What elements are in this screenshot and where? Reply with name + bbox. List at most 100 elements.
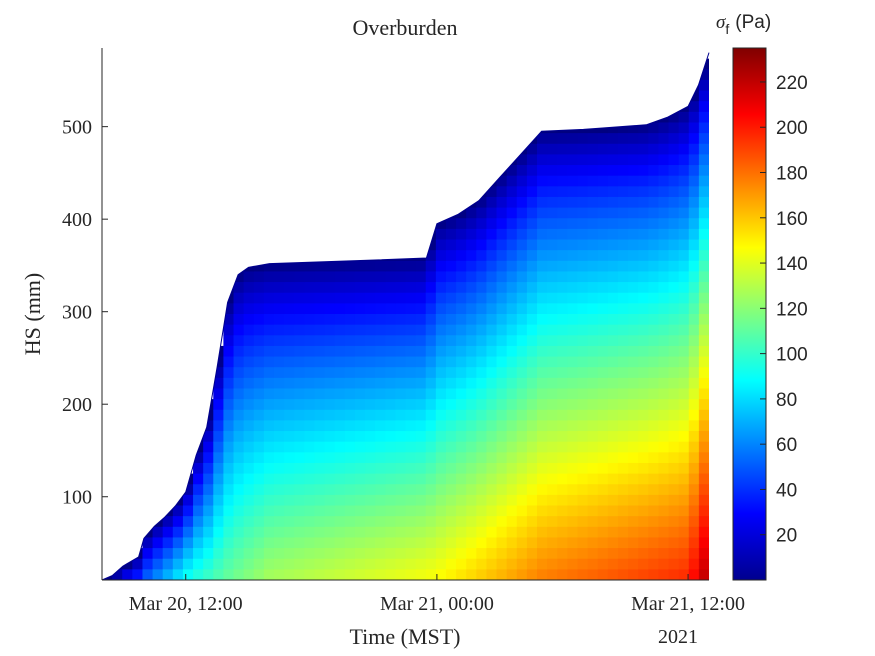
heatmap-cell bbox=[456, 494, 467, 507]
heatmap-cell bbox=[607, 175, 619, 187]
heatmap-cell bbox=[678, 367, 690, 379]
heatmap-cell bbox=[648, 303, 660, 315]
heatmap-cell bbox=[698, 548, 709, 560]
heatmap-cell bbox=[506, 494, 518, 507]
heatmap-cell bbox=[648, 260, 660, 273]
heatmap-cell bbox=[567, 196, 579, 209]
heatmap-cell bbox=[425, 409, 437, 421]
heatmap-cell bbox=[395, 548, 407, 560]
heatmap-cell bbox=[486, 494, 498, 507]
heatmap-cell bbox=[597, 345, 609, 358]
heatmap-cell bbox=[648, 505, 660, 517]
heatmap-cell bbox=[486, 569, 498, 581]
heatmap-cell bbox=[415, 558, 427, 570]
heatmap-cell bbox=[243, 558, 255, 570]
heatmap-cell bbox=[617, 133, 629, 145]
heatmap-cell bbox=[354, 282, 366, 294]
heatmap-cell bbox=[698, 101, 709, 113]
heatmap-cell bbox=[526, 569, 538, 581]
heatmap-cell bbox=[445, 228, 457, 241]
heatmap-cell bbox=[425, 335, 437, 347]
heatmap-cell bbox=[496, 548, 508, 560]
heatmap-cell bbox=[385, 409, 396, 421]
heatmap-cell bbox=[547, 367, 558, 379]
heatmap-cell bbox=[445, 388, 457, 400]
heatmap-cell bbox=[314, 260, 326, 273]
heatmap-cell bbox=[203, 558, 214, 570]
heatmap-cell bbox=[223, 367, 235, 379]
heatmap-cell bbox=[557, 484, 568, 496]
heatmap-cell bbox=[395, 431, 407, 443]
heatmap-cell bbox=[456, 484, 467, 496]
heatmap-cell bbox=[395, 399, 407, 411]
heatmap-cell bbox=[698, 569, 709, 581]
heatmap-cell bbox=[668, 484, 680, 496]
heatmap-cell bbox=[658, 473, 670, 485]
heatmap-cell bbox=[496, 196, 508, 209]
heatmap-cell bbox=[193, 548, 204, 560]
heatmap-cell bbox=[435, 260, 447, 273]
heatmap-cell bbox=[668, 218, 680, 230]
heatmap-cell bbox=[557, 282, 568, 294]
heatmap-cell bbox=[344, 356, 356, 368]
heatmap-cell bbox=[466, 462, 477, 475]
heatmap-cell bbox=[466, 356, 477, 368]
heatmap-cell bbox=[142, 537, 154, 549]
heatmap-cell bbox=[253, 441, 265, 453]
heatmap-cell bbox=[385, 292, 396, 304]
heatmap-cell bbox=[587, 516, 599, 528]
heatmap-cell bbox=[628, 133, 639, 145]
heatmap-cell bbox=[526, 154, 538, 166]
heatmap-cell bbox=[506, 271, 518, 283]
heatmap-cell bbox=[213, 420, 224, 432]
heatmap-cell bbox=[547, 207, 558, 219]
heatmap-cell bbox=[628, 165, 639, 177]
heatmap-cell bbox=[486, 558, 498, 570]
heatmap-cell bbox=[587, 196, 599, 209]
heatmap-cell bbox=[365, 558, 376, 570]
heatmap-cell bbox=[253, 292, 265, 304]
heatmap-cell bbox=[233, 271, 245, 283]
heatmap-cell bbox=[496, 473, 508, 485]
heatmap-cell bbox=[162, 526, 174, 539]
heatmap-cell bbox=[648, 356, 660, 368]
heatmap-cell bbox=[415, 388, 427, 400]
heatmap-cell bbox=[445, 303, 457, 315]
heatmap-cell bbox=[213, 431, 224, 443]
heatmap-cell bbox=[324, 462, 336, 475]
heatmap-cell bbox=[648, 409, 660, 421]
heatmap-cell bbox=[314, 409, 326, 421]
heatmap-cell bbox=[375, 324, 386, 336]
heatmap-cell bbox=[344, 441, 356, 453]
heatmap-cell bbox=[557, 250, 568, 262]
heatmap-cell bbox=[284, 516, 295, 528]
heatmap-cell bbox=[304, 441, 316, 453]
heatmap-cell bbox=[344, 314, 356, 326]
heatmap-cell bbox=[628, 367, 639, 379]
heatmap-cell bbox=[658, 569, 670, 581]
heatmap-cell bbox=[506, 324, 518, 336]
heatmap-cell bbox=[678, 377, 690, 390]
heatmap-cell bbox=[375, 260, 386, 273]
heatmap-cell bbox=[516, 271, 528, 283]
heatmap-cell bbox=[223, 335, 235, 347]
heatmap-cell bbox=[567, 452, 579, 464]
heatmap-cell bbox=[577, 324, 589, 336]
heatmap-cell bbox=[273, 367, 285, 379]
heatmap-cell bbox=[243, 314, 255, 326]
heatmap-cell bbox=[344, 431, 356, 443]
heatmap-cell bbox=[395, 292, 407, 304]
heatmap-cell bbox=[284, 260, 295, 273]
heatmap-cell bbox=[395, 388, 407, 400]
heatmap-cell bbox=[526, 218, 538, 230]
heatmap-cell bbox=[597, 196, 609, 209]
heatmap-cell bbox=[516, 409, 528, 421]
heatmap-cell bbox=[597, 537, 609, 549]
heatmap-cell bbox=[284, 356, 295, 368]
heatmap-cell bbox=[668, 186, 680, 198]
x-axis-label: Time (MST) bbox=[349, 624, 460, 649]
heatmap-cell bbox=[294, 409, 305, 421]
heatmap-cell bbox=[466, 207, 477, 219]
heatmap-cell bbox=[304, 388, 316, 400]
heatmap-cell bbox=[537, 484, 548, 496]
